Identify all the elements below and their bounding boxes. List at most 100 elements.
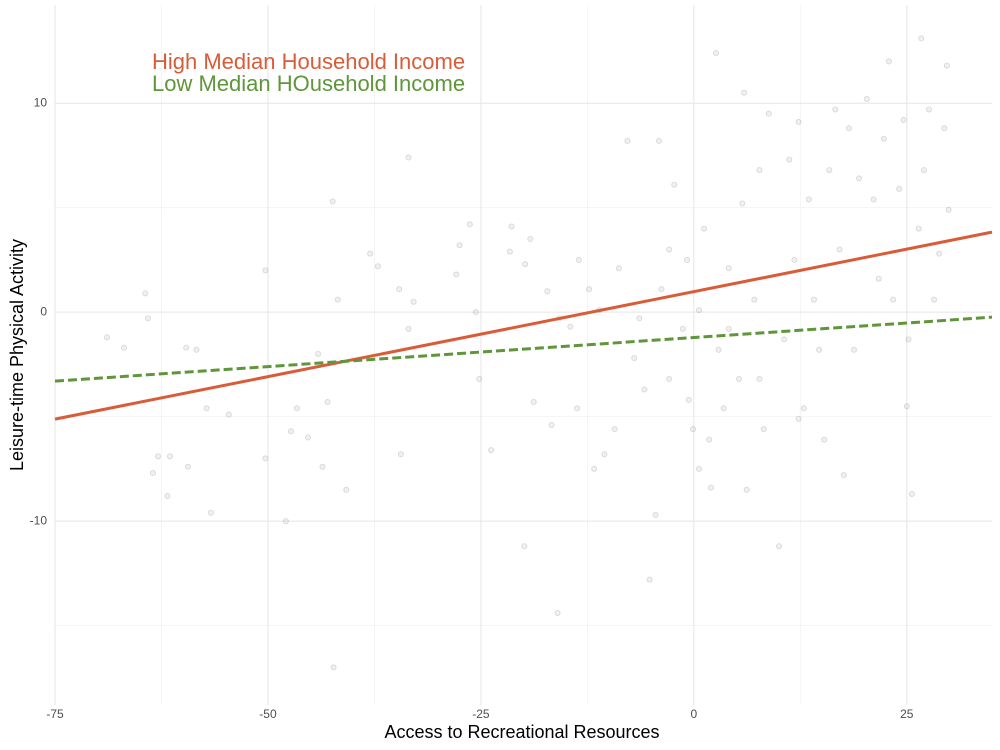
point — [374, 263, 381, 270]
point — [685, 396, 692, 403]
point — [397, 451, 404, 458]
point — [144, 315, 151, 322]
y-axis-title: Leisure-time Physical Activity — [7, 239, 27, 471]
point — [488, 447, 495, 454]
point — [905, 336, 912, 343]
trend-line — [54, 315, 993, 383]
point — [795, 119, 802, 126]
point — [554, 610, 561, 617]
point — [671, 181, 678, 188]
point — [548, 421, 555, 428]
point — [743, 486, 750, 493]
point — [293, 405, 300, 412]
point — [776, 543, 783, 550]
point — [396, 286, 403, 293]
point — [739, 200, 746, 207]
point — [120, 344, 127, 351]
point — [567, 323, 574, 330]
point — [636, 315, 643, 322]
point — [908, 490, 915, 497]
point — [791, 256, 798, 263]
point — [466, 221, 473, 228]
point — [931, 296, 938, 303]
point — [880, 135, 887, 142]
point — [652, 511, 659, 518]
point — [885, 58, 892, 65]
point — [918, 35, 925, 42]
legend-label: Low Median HOusehold Income — [152, 71, 465, 96]
point — [896, 185, 903, 192]
point — [522, 261, 529, 268]
point — [943, 62, 950, 69]
point — [810, 296, 817, 303]
point — [624, 137, 631, 144]
point — [575, 256, 582, 263]
point — [725, 325, 732, 332]
y-tick-label: 10 — [34, 95, 48, 109]
point — [875, 275, 882, 282]
point — [890, 296, 897, 303]
trend-line — [54, 230, 993, 421]
point — [591, 465, 598, 472]
point — [641, 386, 648, 393]
point — [506, 248, 513, 255]
point — [863, 96, 870, 103]
point — [521, 543, 528, 550]
point — [410, 298, 417, 305]
point — [530, 399, 537, 406]
point — [725, 265, 732, 272]
point — [900, 116, 907, 123]
point — [715, 346, 722, 353]
point — [262, 455, 269, 462]
point — [207, 509, 214, 516]
point — [287, 428, 294, 435]
point — [701, 225, 708, 232]
point — [544, 288, 551, 295]
point — [658, 286, 665, 293]
point — [821, 436, 828, 443]
point — [706, 436, 713, 443]
point — [840, 472, 847, 479]
point — [103, 334, 110, 341]
point — [225, 411, 232, 418]
point — [851, 346, 858, 353]
point — [720, 405, 727, 412]
point — [184, 463, 191, 470]
point — [324, 399, 331, 406]
point — [149, 470, 156, 477]
point — [304, 434, 311, 441]
point — [915, 225, 922, 232]
point — [164, 493, 171, 500]
x-tick-label: -75 — [46, 707, 64, 721]
point — [765, 110, 772, 117]
point — [343, 486, 350, 493]
point — [836, 246, 843, 253]
point — [666, 246, 673, 253]
point — [695, 465, 702, 472]
x-tick-label: -50 — [259, 707, 277, 721]
point — [456, 242, 463, 249]
x-axis-title: Access to Recreational Resources — [384, 722, 659, 742]
point — [166, 453, 173, 460]
point — [805, 196, 812, 203]
point — [611, 426, 618, 433]
point — [786, 156, 793, 163]
y-tick-label: 0 — [40, 304, 47, 318]
point — [334, 296, 341, 303]
point — [615, 265, 622, 272]
point — [203, 405, 210, 412]
x-tick-label: 25 — [900, 707, 914, 721]
point — [319, 463, 326, 470]
point — [666, 376, 673, 383]
point — [183, 344, 190, 351]
point — [586, 286, 593, 293]
point — [795, 415, 802, 422]
point — [574, 405, 581, 412]
point — [472, 309, 479, 316]
point — [736, 376, 743, 383]
point — [800, 405, 807, 412]
point — [646, 576, 653, 583]
point — [756, 376, 763, 383]
point — [941, 125, 948, 132]
